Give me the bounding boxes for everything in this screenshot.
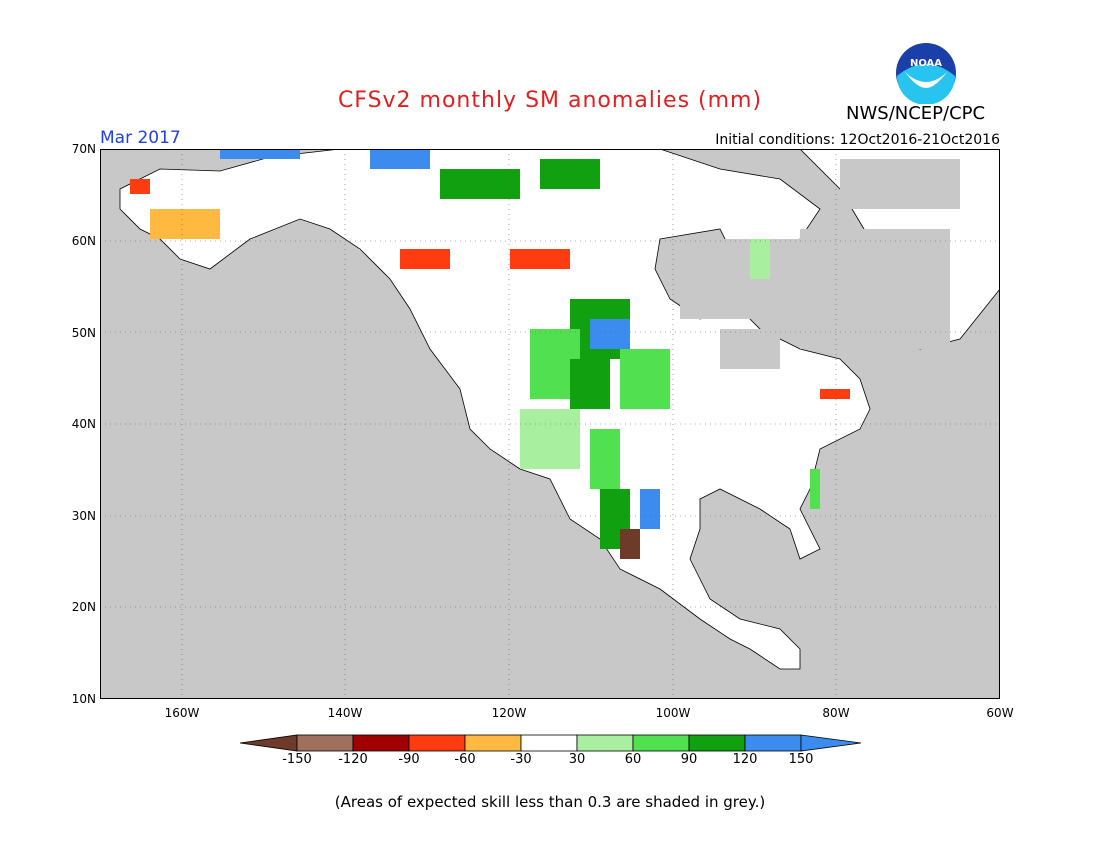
lat-label: 20N <box>71 600 96 614</box>
lon-label: 60W <box>986 706 1014 720</box>
initial-conditions: Initial conditions: 12Oct2016-21Oct2016 <box>715 132 1000 148</box>
lat-label: 40N <box>71 417 96 431</box>
colorbar-label: 60 <box>624 752 642 767</box>
noaa-logo: NOAA <box>895 42 957 105</box>
colorbar-label: -90 <box>398 752 420 767</box>
graticule <box>100 149 1000 699</box>
colorbar-label: -60 <box>454 752 476 767</box>
lon-label: 80W <box>822 706 850 720</box>
lat-label: 50N <box>71 326 96 340</box>
lon-label: 160W <box>164 706 200 720</box>
agency-label: NWS/NCEP/CPC <box>846 103 986 124</box>
lat-label: 10N <box>71 692 96 706</box>
valid-month: Mar 2017 <box>100 128 181 148</box>
anomaly-cells <box>130 149 850 559</box>
lon-label: 120W <box>491 706 527 720</box>
low-skill-mask <box>300 159 960 369</box>
lat-label: 70N <box>71 142 96 156</box>
colorbar-label: -30 <box>510 752 532 767</box>
lat-label: 30N <box>71 509 96 523</box>
lon-label: 140W <box>327 706 363 720</box>
skill-footnote: (Areas of expected skill less than 0.3 a… <box>334 793 766 811</box>
logo-text: NOAA <box>910 58 942 69</box>
colorbar-label: -120 <box>338 752 368 767</box>
colorbar-label: -150 <box>282 752 312 767</box>
lat-label: 60N <box>71 234 96 248</box>
colorbar-label: 120 <box>732 752 758 767</box>
colorbar-label: 150 <box>788 752 814 767</box>
colorbar-label: 30 <box>568 752 586 767</box>
colorbar-label: 90 <box>680 752 698 767</box>
anomaly-map <box>100 149 1000 699</box>
map-title: CFSv2 monthly SM anomalies (mm) <box>337 88 763 113</box>
lon-label: 100W <box>655 706 691 720</box>
colorbar <box>240 734 862 752</box>
